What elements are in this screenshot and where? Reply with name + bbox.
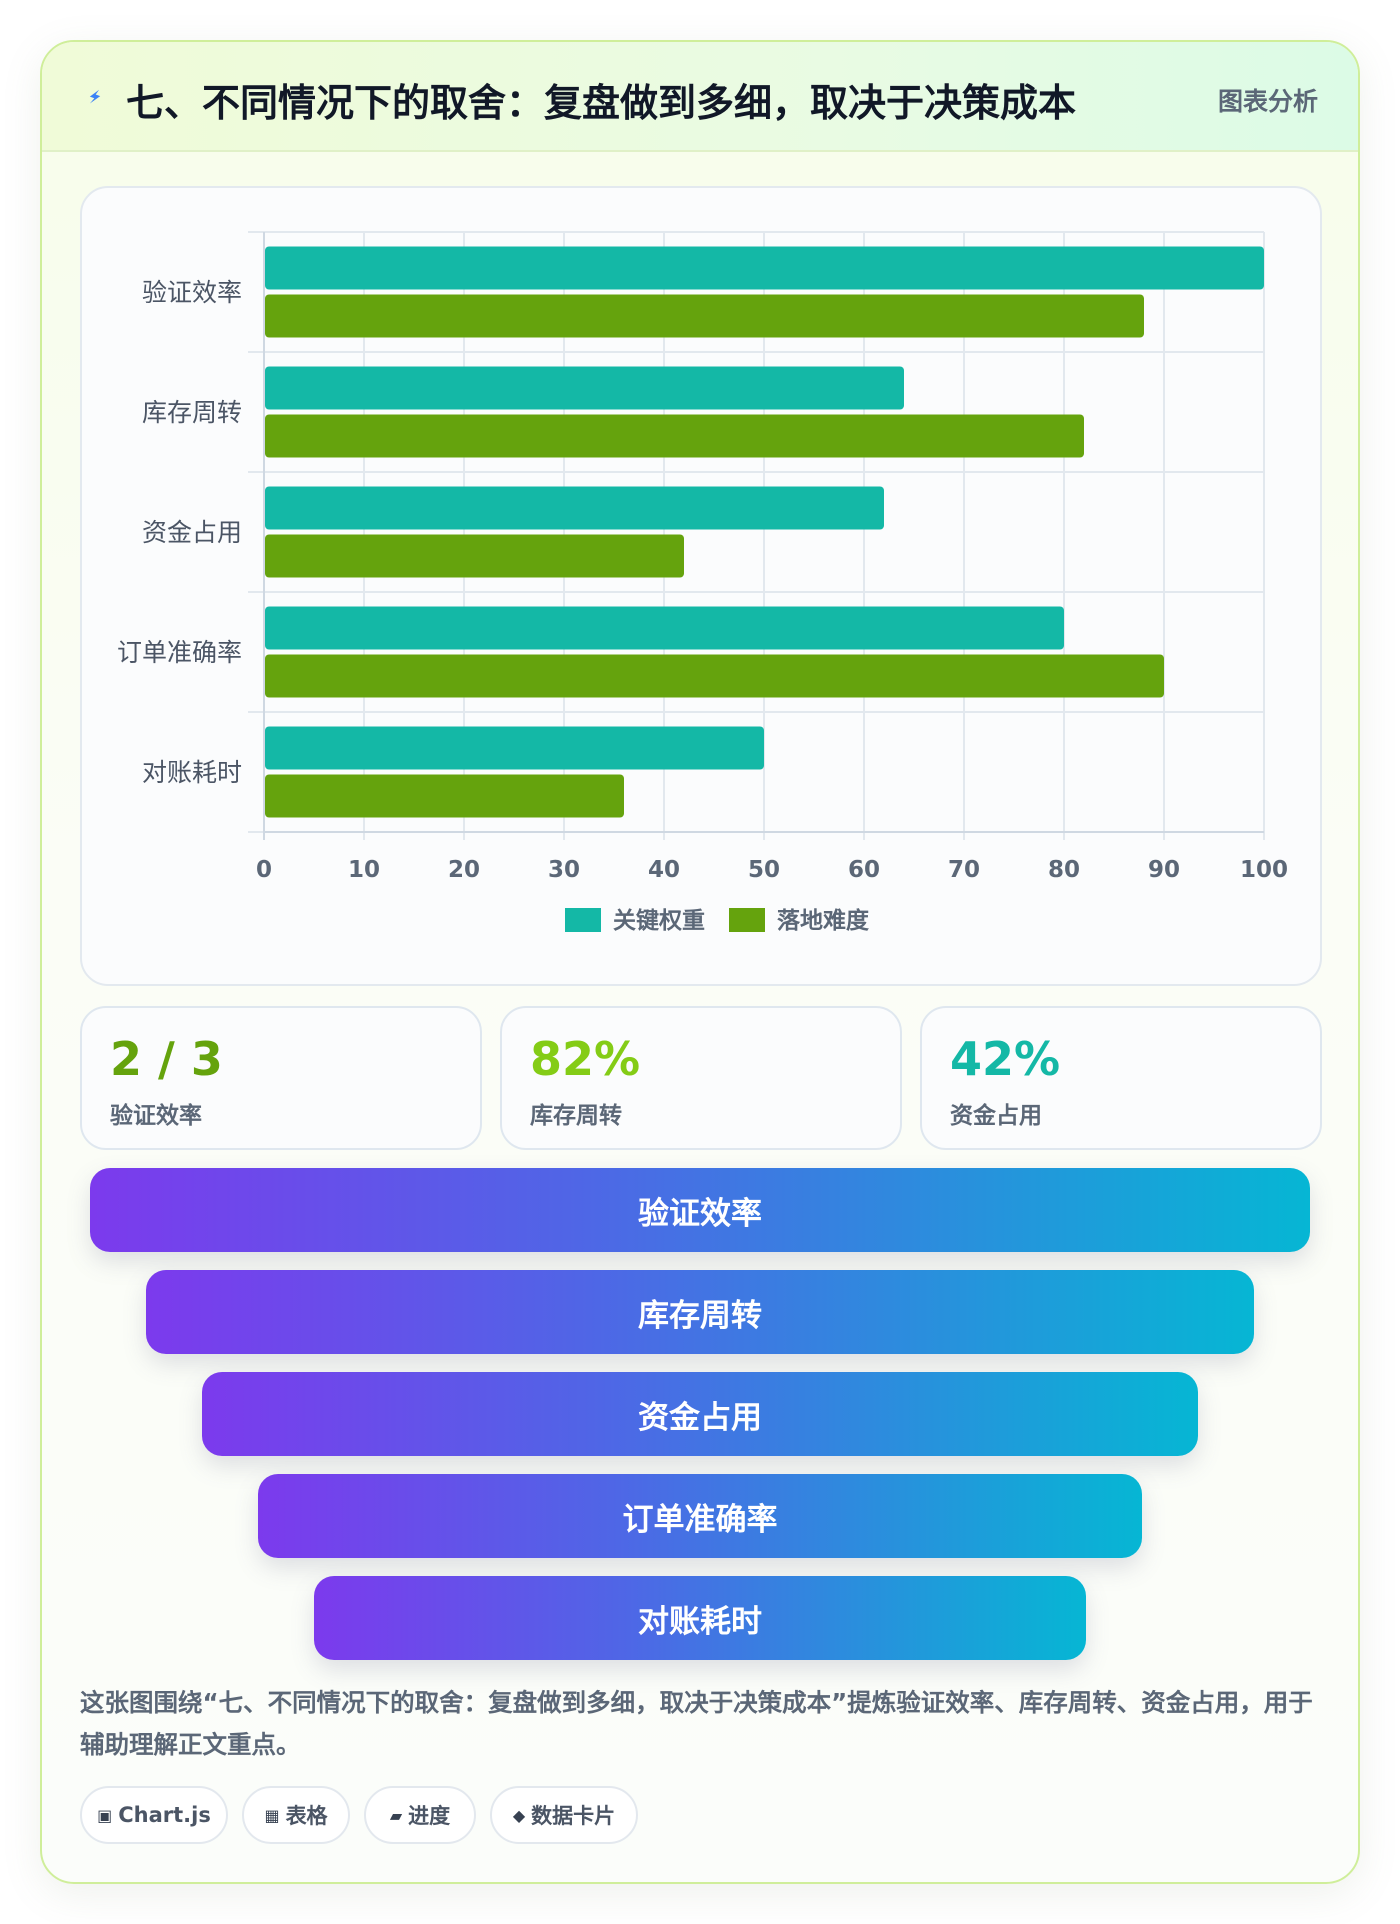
legend-swatch <box>729 908 765 932</box>
y-tick-label: 对账耗时 <box>142 758 242 787</box>
card-header: 七、不同情况下的取舍：复盘做到多细，取决于决策成本 图表分析 <box>42 42 1358 152</box>
bar-key-weight <box>265 606 1064 650</box>
x-tick-label: 70 <box>948 857 980 883</box>
page-title: 七、不同情况下的取舍：复盘做到多细，取决于决策成本 <box>126 81 1077 125</box>
tag-table: ▦ 表格 <box>242 1786 350 1844</box>
bar-difficulty <box>265 414 1084 458</box>
x-tick-label: 20 <box>448 857 480 883</box>
legend-label: 关键权重 <box>613 907 705 934</box>
bar-difficulty <box>265 294 1144 338</box>
x-tick-label: 90 <box>1148 857 1180 883</box>
x-tick-label: 100 <box>1240 857 1288 883</box>
tag-progress: ▰ 进度 <box>364 1786 476 1844</box>
x-tick-label: 80 <box>1048 857 1080 883</box>
chart-panel: 验证效率库存周转资金占用订单准确率对账耗时 0 10 20 30 40 50 60 70 80 90… <box>80 186 1322 986</box>
stat-value: 2 / 3 <box>110 1032 223 1086</box>
funnel-step: 对账耗时 <box>314 1576 1086 1660</box>
x-tick-label: 60 <box>848 857 880 883</box>
stat-card: 2 / 3 验证效率 <box>80 1006 482 1150</box>
tag-label: Chart.js <box>118 1803 211 1827</box>
y-tick-label: 库存周转 <box>142 398 242 427</box>
bar-key-weight <box>265 726 764 770</box>
stat-card: 42% 资金占用 <box>920 1006 1322 1150</box>
chart-description: 这张图围绕“七、不同情况下的取舍：复盘做到多细，取决于决策成本”提炼验证效率、库… <box>80 1688 1313 1759</box>
funnel-step: 库存周转 <box>146 1270 1254 1354</box>
x-tick-label: 10 <box>348 857 380 883</box>
bar-key-weight <box>265 486 884 530</box>
x-tick-label: 50 <box>748 857 780 883</box>
funnel-step: 订单准确率 <box>258 1474 1142 1558</box>
x-tick-label: 0 <box>256 857 272 883</box>
stat-cards: 2 / 3 验证效率 82% 库存周转 42% 资金占用 <box>80 1006 1322 1150</box>
chart-analysis-tag: 图表分析 <box>1217 87 1318 116</box>
funnel-step: 验证效率 <box>90 1168 1310 1252</box>
bar-difficulty <box>265 534 684 578</box>
stat-label: 验证效率 <box>110 1103 202 1129</box>
progress-icon: ▰ <box>389 1805 403 1825</box>
tag-data-card: ◆ 数据卡片 <box>490 1786 638 1844</box>
chart-icon: ▣ <box>97 1805 113 1825</box>
tag-label: 表格 <box>285 1804 328 1828</box>
bar-key-weight <box>265 366 904 410</box>
stat-value: 42% <box>950 1032 1061 1086</box>
x-tick-label: 40 <box>648 857 680 883</box>
stat-card: 82% 库存周转 <box>500 1006 902 1150</box>
tag-chartjs: ▣ Chart.js <box>80 1786 228 1844</box>
legend-swatch <box>565 908 601 932</box>
bar-key-weight <box>265 246 1264 290</box>
data-card-icon: ◆ <box>512 1805 526 1825</box>
bolt-icon <box>89 89 101 104</box>
stat-label: 库存周转 <box>530 1103 622 1129</box>
chart-card: 七、不同情况下的取舍：复盘做到多细，取决于决策成本 图表分析 验证效率 库存周转资… <box>40 40 1360 1884</box>
y-tick-label: 资金占用 <box>142 518 242 547</box>
legend-label: 落地难度 <box>777 907 870 934</box>
bar-difficulty <box>265 774 624 818</box>
tag-label: 数据卡片 <box>531 1804 616 1828</box>
table-icon: ▦ <box>264 1805 280 1825</box>
y-tick-label: 订单准确率 <box>117 638 242 667</box>
x-tick-label: 30 <box>548 857 580 883</box>
funnel-step: 资金占用 <box>202 1372 1198 1456</box>
bar-difficulty <box>265 654 1164 698</box>
tag-label: 进度 <box>408 1804 451 1828</box>
y-tick-label: 验证效率 <box>142 278 242 307</box>
stat-label: 资金占用 <box>950 1103 1042 1129</box>
stat-value: 82% <box>530 1032 641 1086</box>
